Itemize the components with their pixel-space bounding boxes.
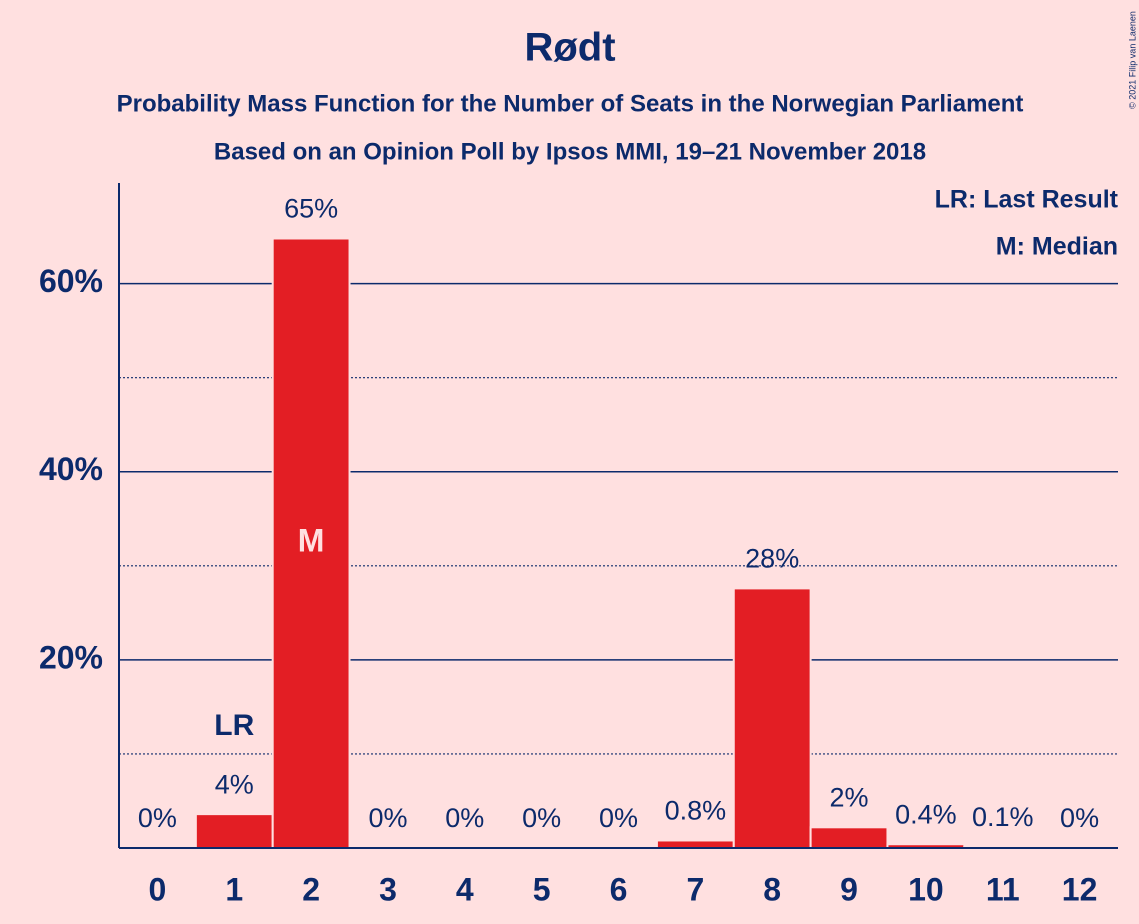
x-tick-label: 3 [379, 871, 397, 907]
data-label: 65% [284, 194, 338, 224]
legend-entry: LR: Last Result [935, 186, 1119, 214]
x-tick-label: 4 [456, 871, 474, 907]
bar [194, 813, 274, 849]
y-tick-label: 60% [39, 263, 103, 299]
last-result-marker: LR [214, 709, 254, 742]
data-label: 0% [522, 803, 561, 833]
y-tick-label: 40% [39, 451, 103, 487]
bar [809, 826, 889, 850]
x-tick-label: 9 [840, 871, 858, 907]
x-tick-label: 2 [302, 871, 320, 907]
data-label: 0% [599, 803, 638, 833]
data-label: 0% [445, 803, 484, 833]
bar [655, 839, 735, 849]
x-tick-label: 10 [908, 871, 944, 907]
x-tick-label: 1 [225, 871, 243, 907]
data-label: 0% [138, 803, 177, 833]
legend-entry: M: Median [996, 233, 1118, 261]
data-label: 2% [830, 782, 869, 812]
x-tick-label: 0 [149, 871, 167, 907]
x-tick-label: 5 [533, 871, 551, 907]
x-tick-label: 6 [610, 871, 628, 907]
copyright: © 2021 Filip van Laenen [1127, 11, 1137, 109]
chart-subtitle: Probability Mass Function for the Number… [117, 90, 1024, 117]
x-tick-label: 11 [986, 871, 1020, 907]
data-label: 0.1% [972, 802, 1034, 832]
data-label: 28% [745, 544, 799, 574]
y-tick-label: 20% [39, 639, 103, 675]
x-tick-label: 7 [686, 871, 704, 907]
data-label: 0.4% [895, 799, 957, 829]
data-label: 0.8% [665, 796, 727, 826]
x-tick-label: 12 [1062, 871, 1098, 907]
chart-subtitle: Based on an Opinion Poll by Ipsos MMI, 1… [214, 138, 926, 165]
data-label: 0% [368, 803, 407, 833]
bar [732, 587, 812, 850]
median-marker: M [298, 523, 325, 559]
data-label: 0% [1060, 803, 1099, 833]
chart-title: Rødt [524, 26, 615, 70]
data-label: 4% [215, 769, 254, 799]
x-tick-label: 8 [763, 871, 781, 907]
bar [271, 237, 351, 849]
